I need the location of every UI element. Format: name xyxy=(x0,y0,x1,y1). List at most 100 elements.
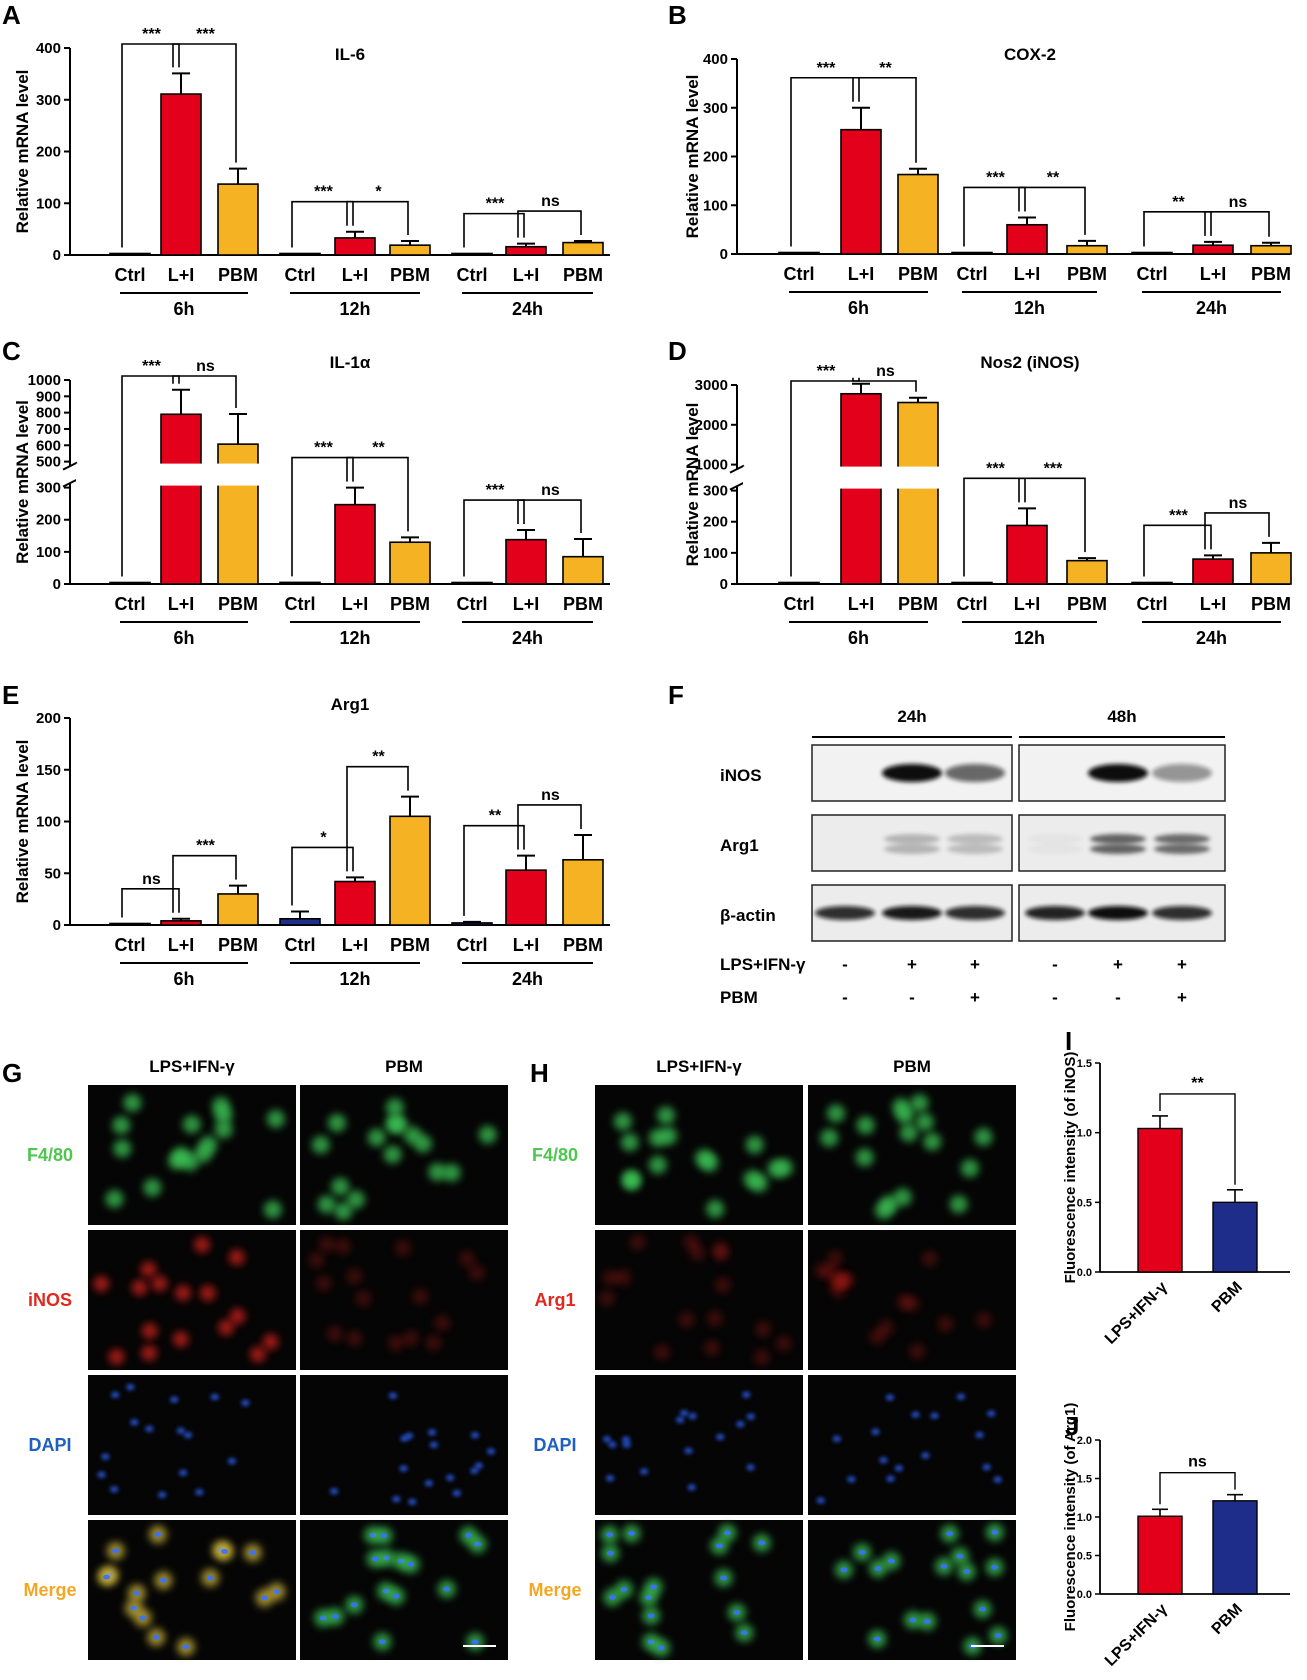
significance-bracket xyxy=(1159,1471,1236,1505)
micrograph-row-label: F4/80 xyxy=(27,1145,73,1165)
significance-label: ** xyxy=(1172,194,1185,211)
axis-break-mark xyxy=(62,461,78,471)
cell xyxy=(442,1163,461,1182)
nucleus xyxy=(429,1441,438,1448)
blot-row-label: iNOS xyxy=(720,766,762,785)
blot-treatment-mark: + xyxy=(1113,955,1123,974)
significance-label: * xyxy=(375,184,382,201)
cell xyxy=(266,1109,285,1128)
nucleus xyxy=(392,1496,401,1503)
bar xyxy=(951,581,993,585)
cell xyxy=(899,1123,918,1142)
nucleus xyxy=(873,1636,881,1642)
nucleus xyxy=(112,1548,120,1554)
blot-row-label: Arg1 xyxy=(720,836,759,855)
cell xyxy=(367,1128,386,1147)
y-tick-label: 700 xyxy=(36,421,61,438)
bar xyxy=(840,128,882,255)
cell xyxy=(112,1116,131,1135)
nucleus xyxy=(130,1419,139,1426)
y-tick-label: 1.0 xyxy=(1077,1512,1092,1524)
bar xyxy=(334,237,376,256)
cell xyxy=(678,1311,695,1328)
group-label: 24h xyxy=(1196,628,1227,648)
cell xyxy=(93,1275,110,1292)
cell xyxy=(827,1250,844,1267)
nucleus xyxy=(736,1421,745,1428)
significance-bracket xyxy=(291,456,354,577)
axis-break-mark xyxy=(729,464,745,474)
nucleus xyxy=(152,1634,160,1640)
bar xyxy=(334,880,376,926)
nucleus xyxy=(894,1465,903,1472)
bar xyxy=(951,251,993,255)
bar xyxy=(1131,251,1173,255)
x-tick-label: PBM xyxy=(390,935,430,955)
cell xyxy=(143,1178,162,1197)
bar xyxy=(451,922,493,926)
significance-bracket xyxy=(291,200,354,248)
nucleus xyxy=(871,1428,880,1435)
cell xyxy=(915,1112,934,1131)
x-tick-label: PBM xyxy=(218,935,258,955)
blot-band xyxy=(1090,834,1146,844)
x-tick-label: PBM xyxy=(1209,1279,1246,1316)
cell xyxy=(683,1234,700,1251)
chart-title: IL-1α xyxy=(330,353,371,372)
blot-treatment-mark: - xyxy=(1052,955,1058,974)
x-tick-label: PBM xyxy=(1209,1601,1246,1638)
blot-treatment-mark: + xyxy=(970,955,980,974)
cell xyxy=(856,1116,875,1135)
y-tick-label: 100 xyxy=(36,195,61,212)
chart-title: COX-2 xyxy=(1004,45,1056,64)
x-tick-label: L+I xyxy=(513,935,540,955)
x-tick-label: Ctrl xyxy=(285,935,316,955)
bar xyxy=(1192,558,1234,585)
y-tick-label: 200 xyxy=(36,144,61,161)
bar xyxy=(451,252,493,256)
bar xyxy=(1131,581,1173,585)
cell xyxy=(319,1236,336,1253)
x-tick-label: PBM xyxy=(218,265,258,285)
x-tick-label: L+I xyxy=(168,265,195,285)
significance-label: ** xyxy=(879,60,892,77)
nucleus xyxy=(909,1617,917,1623)
nucleus xyxy=(847,1476,856,1483)
nucleus xyxy=(684,1447,693,1454)
micrograph-panel-g: LPS+IFN-γ PBM F4/80 iNOS DAPI Merge xyxy=(23,1057,508,1660)
nucleus xyxy=(486,1448,495,1455)
nucleus xyxy=(640,1468,649,1475)
cell xyxy=(975,1311,992,1328)
significance-label: ** xyxy=(372,440,385,457)
significance-label: *** xyxy=(142,358,161,375)
y-tick-label: 300 xyxy=(36,480,61,497)
x-tick-label: L+I xyxy=(513,594,540,614)
bar xyxy=(1137,1515,1183,1595)
micrograph-row-label: DAPI xyxy=(533,1435,576,1455)
significance-bracket xyxy=(463,499,525,577)
blot-band xyxy=(947,844,1003,854)
bar xyxy=(109,252,151,256)
x-tick-label: Ctrl xyxy=(457,265,488,285)
cell xyxy=(695,1149,714,1168)
significance-bracket xyxy=(172,43,237,163)
nucleus xyxy=(688,1413,697,1420)
micrograph-column-label: LPS+IFN-γ xyxy=(149,1057,235,1076)
significance-bracket xyxy=(1204,211,1270,237)
significance-label: ns xyxy=(876,363,895,380)
axis-break-mark xyxy=(62,478,78,488)
cell xyxy=(346,1330,363,1347)
bar xyxy=(778,251,820,255)
y-tick-label: 150 xyxy=(36,762,61,779)
nucleus xyxy=(758,1540,766,1546)
cell xyxy=(168,1151,187,1170)
cell xyxy=(262,1333,279,1350)
micrograph-tile xyxy=(88,1230,296,1370)
cell xyxy=(108,1348,125,1365)
bar xyxy=(160,413,202,585)
micrographs: LPS+IFN-γ PBM F4/80 iNOS DAPI Merge LPS+IFN-γ P… xyxy=(23,1057,1016,1660)
y-tick-label: 200 xyxy=(36,512,61,529)
cell xyxy=(622,1170,641,1189)
y-tick-label: 300 xyxy=(703,483,728,500)
